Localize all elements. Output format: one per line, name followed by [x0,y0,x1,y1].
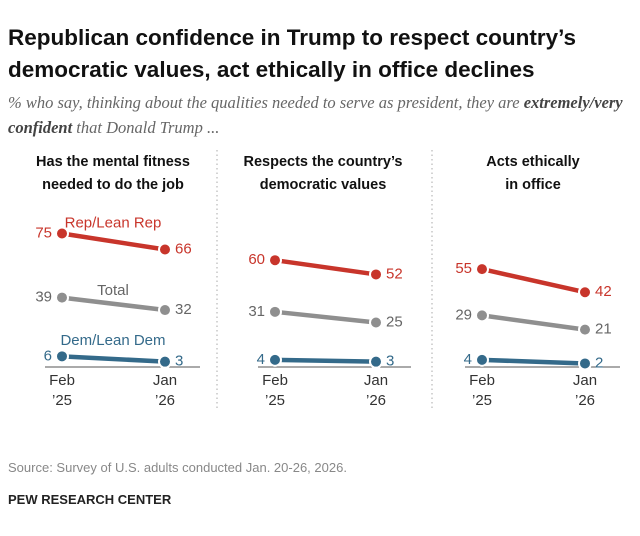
series-label: Total [97,282,129,299]
panel-title: Has the mental fitness [36,154,190,170]
value-label: 31 [248,303,265,320]
x-tick-label: Feb ’25 [262,372,288,409]
title-line: democratic values, act ethically in offi… [8,57,535,82]
value-label: 75 [35,224,52,241]
point [158,354,172,369]
subtitle-emphasis: extremely/very confident [8,93,623,137]
point [268,304,282,319]
title-line: Republican confidence in Trump to respec… [8,25,577,50]
point [369,315,383,330]
value-label: 66 [175,240,192,257]
value-label: 29 [455,306,472,323]
x-tick-label: Jan ’26 [152,372,178,409]
value-label: 3 [175,353,183,370]
value-label: 6 [44,347,52,364]
x-tick-label: Jan ’26 [572,372,598,409]
org: PEW RESEARCH CENTER [8,492,172,507]
point [475,262,489,277]
panel-title: Acts ethically [486,154,580,170]
value-label: 4 [464,351,472,368]
subtitle-text: that Donald Trump ... [76,118,220,137]
value-label: 32 [175,301,192,318]
point [55,290,69,305]
point [578,356,592,371]
point [268,352,282,367]
point [268,253,282,268]
point [158,303,172,318]
point [158,242,172,257]
x-tick-label: Feb ’25 [469,372,495,409]
subtitle: % who say, thinking about the qualities … [8,90,633,140]
series-line [481,266,586,295]
point [369,267,383,282]
point [475,308,489,323]
value-label: 39 [35,289,52,306]
series-line [274,309,377,325]
value-label: 42 [595,283,612,300]
x-tick-label: Jan ’26 [363,372,389,409]
series-line [274,357,377,364]
panel-title: democratic values [260,177,387,193]
panel-title: in office [505,177,561,193]
series-line [61,354,166,364]
point [369,354,383,369]
point [578,285,592,300]
point [55,349,69,364]
series-line [61,231,166,252]
point [475,352,489,367]
value-label: 60 [248,251,265,268]
point [578,322,592,337]
value-label: 52 [386,265,403,282]
subtitle-text: % who say, thinking about the qualities … [8,93,520,112]
title: Republican confidence in Trump to respec… [8,22,576,86]
series-line [481,313,586,332]
x-tick-label: Feb ’25 [49,372,75,409]
value-label: 2 [595,354,603,371]
series-line [481,357,586,366]
series-label: Rep/Lean Rep [65,214,162,231]
value-label: 55 [455,260,472,277]
value-label: 4 [257,351,265,368]
panel-title: needed to do the job [42,177,184,193]
panel-title: Respects the country’s [243,154,402,170]
series-label: Dem/Lean Dem [60,332,165,349]
point [55,226,69,241]
series-line [274,257,377,277]
series-line [61,295,166,313]
value-label: 3 [386,353,394,370]
value-label: 21 [595,321,612,338]
source: Source: Survey of U.S. adults conducted … [8,460,347,475]
value-label: 25 [386,313,403,330]
